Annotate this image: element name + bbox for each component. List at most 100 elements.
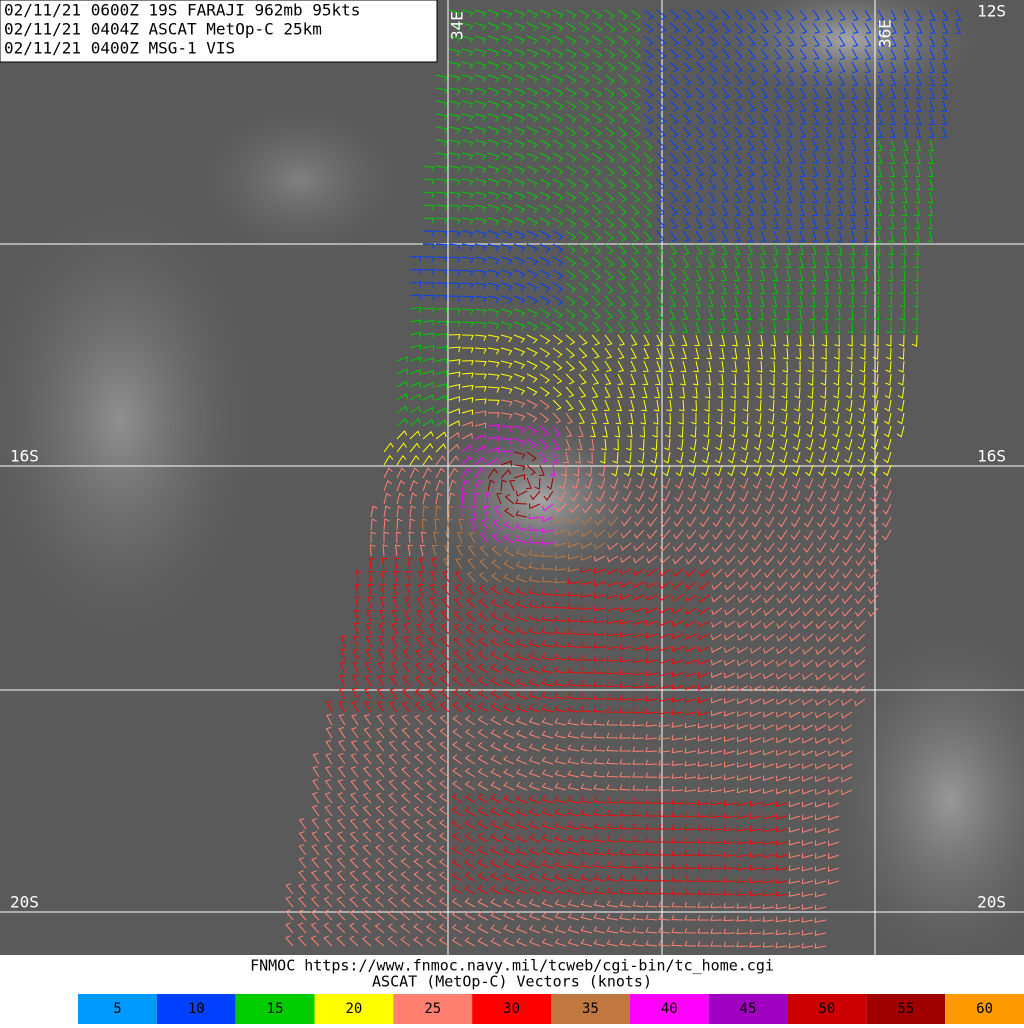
wind-barb [643,87,654,99]
wind-barb [349,818,359,830]
wind-barb [695,308,701,320]
wind-barb [554,666,567,674]
wind-barb [680,360,687,373]
wind-barb [448,455,460,466]
wind-barb [857,425,866,438]
wind-barb [383,467,393,479]
wind-barb [435,443,447,453]
wind-barb [656,178,666,190]
wind-barb [513,35,526,45]
wind-barb [604,9,616,20]
wind-barb [529,490,541,501]
wind-barb [766,464,775,477]
wind-barb [833,360,840,373]
wind-barb [841,646,853,656]
wind-barb [435,505,442,518]
wind-barb [737,607,749,616]
wind-barb [633,619,645,626]
wind-barb [490,794,502,804]
wind-barb [439,754,450,765]
wind-barb [539,126,551,136]
wind-barb [503,937,515,947]
wind-barb [729,399,736,412]
wind-barb [634,503,645,515]
wind-barb [888,217,895,230]
wind-barb [513,269,526,279]
wind-barb [630,100,641,112]
wind-barb [487,269,500,278]
wind-barb [363,766,372,778]
wind-barb [539,152,551,162]
wind-barb [477,872,489,882]
wind-barb [526,22,538,32]
wind-barb [708,204,716,216]
wind-barb [487,87,500,96]
wind-barb [788,942,801,949]
wind-barb [591,282,601,294]
wind-barb [664,425,671,438]
wind-barb [448,383,461,390]
lat-label: 16S [10,447,39,466]
wind-barb [747,204,754,216]
wind-barb [685,594,697,603]
wind-barb [363,740,372,752]
wind-barb [795,347,802,360]
wind-barb [504,493,515,505]
wind-barb [539,308,551,319]
wind-barb [707,321,714,334]
wind-barb [867,594,879,605]
wind-barb [750,685,762,692]
wind-barb [513,399,526,408]
wind-barb [324,766,333,778]
wind-barb [427,688,437,700]
wind-barb [721,87,730,99]
wind-barb [490,781,502,791]
wind-barb [927,165,934,178]
wind-barb [759,282,765,295]
wind-barb [573,464,580,477]
wind-barb [541,627,554,635]
wind-barb [737,620,749,629]
wind-barb [762,839,775,846]
wind-barb [916,9,923,21]
wind-barb [669,74,679,86]
wind-barb [490,859,502,869]
wind-barb [350,792,359,804]
wind-barb [387,870,398,882]
wind-barb [632,888,645,895]
grid [0,0,1024,955]
wind-barb [402,649,411,661]
wind-barb [873,295,880,308]
wind-barb [658,901,671,908]
wind-barb [916,35,923,47]
wind-barb [734,9,744,21]
wind-barb [792,438,801,451]
wind-barb [786,100,794,112]
wind-barb [825,22,833,34]
wind-barb [854,594,866,605]
wind-barb [591,152,602,163]
wind-barb [632,862,645,869]
cloud [420,410,660,590]
wind-barb [732,321,739,334]
wind-barb [697,863,710,870]
wind-barb [890,74,897,86]
wind-barb [721,113,730,125]
wind-barb [763,594,775,604]
wind-barb [619,900,632,908]
wind-barb [451,832,463,843]
wind-barb [439,780,450,791]
wind-barb [820,373,827,386]
wind-barb [773,178,780,190]
wind-barb [942,9,949,21]
wind-barb [773,48,782,60]
wind-barb [633,594,645,601]
wind-barb [656,126,666,138]
wind-barb [435,191,448,199]
wind-barb [578,269,589,280]
wind-barb [578,22,590,33]
wind-barb [889,178,895,191]
wind-barb [739,477,749,490]
wind-barb [461,334,474,341]
cloud [700,0,1000,110]
